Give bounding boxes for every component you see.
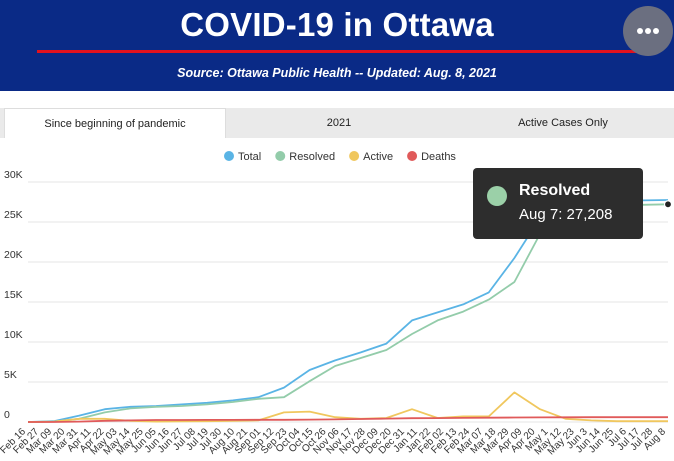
y-tick-label: 15K: [4, 289, 23, 301]
tooltip: Resolved Aug 7: 27,208: [473, 168, 643, 239]
ellipsis-icon: [637, 28, 659, 34]
tab-active-cases-only[interactable]: Active Cases Only: [518, 117, 608, 129]
y-tick-label: 30K: [4, 169, 23, 181]
page-title: COVID-19 in Ottawa: [180, 6, 494, 43]
legend-marker-total: [224, 151, 234, 161]
y-tick-label: 25K: [4, 209, 23, 221]
y-tick-label: 5K: [4, 369, 17, 381]
y-tick-label: 0: [4, 409, 10, 421]
series-line-deaths: [28, 416, 668, 423]
legend-marker-resolved: [275, 151, 286, 161]
legend-marker-active: [349, 151, 360, 161]
y-tick-label: 10K: [4, 329, 23, 341]
legend-entry-resolved: Resolved: [289, 151, 335, 163]
tab-2021[interactable]: 2021: [326, 117, 352, 129]
source-text: Source: Ottawa Public Health -- Updated:…: [177, 66, 497, 80]
hover-point-marker: [663, 200, 673, 209]
chart-menu-button[interactable]: [623, 6, 673, 56]
tooltip-series-name: Resolved: [519, 182, 591, 199]
title-underline: [37, 50, 639, 53]
legend-entry-total: Total: [238, 151, 261, 163]
legend-marker-deaths: [407, 151, 418, 161]
legend-entry-active: Active: [363, 151, 393, 163]
tooltip-value: Aug 7: 27,208: [519, 206, 613, 223]
tab-since-beginning[interactable]: Since beginning of pandemic: [4, 108, 226, 138]
tooltip-series-dot: [487, 186, 507, 206]
tab-bar: Since beginning of pandemic 2021 Active …: [0, 108, 674, 138]
y-tick-label: 20K: [4, 249, 23, 261]
header-banner: COVID-19 in Ottawa Source: Ottawa Public…: [0, 0, 674, 91]
legend-entry-deaths: Deaths: [421, 151, 456, 163]
